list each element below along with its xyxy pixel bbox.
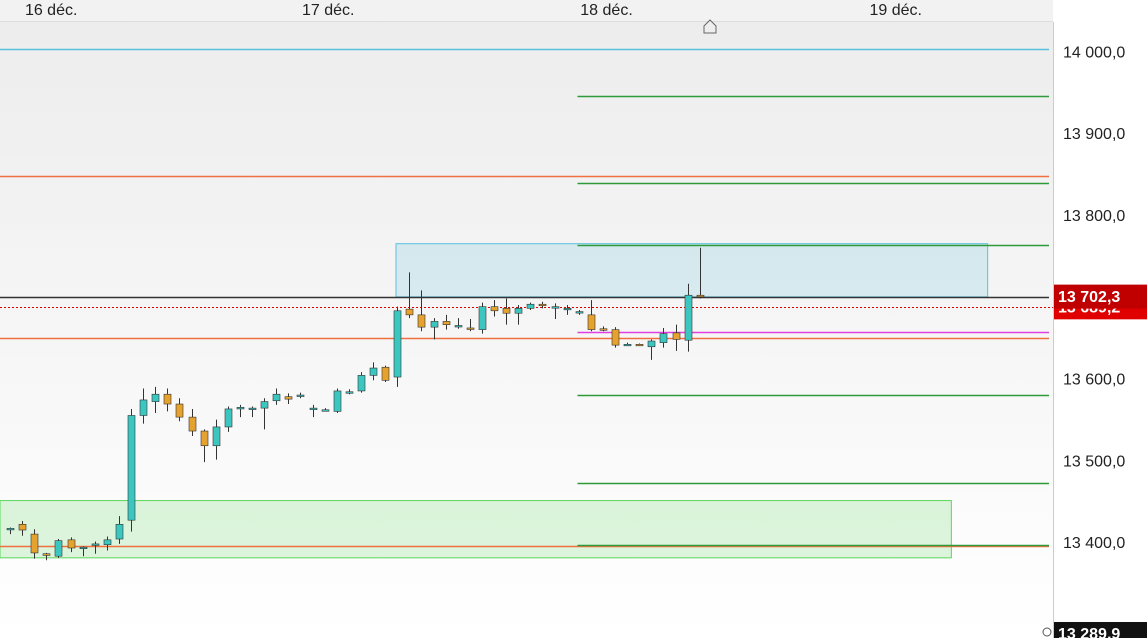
zone xyxy=(395,243,989,298)
candle-body xyxy=(466,327,475,330)
candle-body xyxy=(175,403,184,418)
y-tick-label: 13 500,0 xyxy=(1063,453,1125,470)
zone xyxy=(0,500,952,559)
candle-body xyxy=(514,308,523,314)
candle-body xyxy=(200,430,209,447)
y-tick-label: 13 800,0 xyxy=(1063,208,1125,225)
candle-body xyxy=(188,416,197,432)
candle-body xyxy=(659,333,668,343)
candle-body xyxy=(599,328,608,331)
time-axis xyxy=(0,0,1053,22)
y-tick-label: 14 000,0 xyxy=(1063,44,1125,61)
candle-body xyxy=(454,325,463,328)
candle-body xyxy=(139,399,148,416)
candle-body xyxy=(284,396,293,400)
price-tag xyxy=(1054,621,1147,638)
settings-icon[interactable] xyxy=(1042,627,1052,637)
candle-body xyxy=(30,533,39,554)
candle-body xyxy=(296,394,305,397)
candle-body xyxy=(212,426,221,447)
candle-body xyxy=(345,391,354,394)
candle-body xyxy=(672,332,681,340)
candle-body xyxy=(91,543,100,546)
candle-body xyxy=(478,306,487,330)
candle-body xyxy=(417,314,426,328)
candle-body xyxy=(224,408,233,428)
candle-body xyxy=(42,553,51,556)
candle-body xyxy=(393,310,402,378)
price-tag-label: 13 702,3 xyxy=(1058,289,1120,306)
candle-body xyxy=(526,303,535,309)
candle-body xyxy=(18,523,27,531)
x-tick-label: 16 déc. xyxy=(25,2,77,19)
candle-body xyxy=(587,314,596,330)
x-tick-label: 18 déc. xyxy=(580,2,632,19)
candle-body xyxy=(163,393,172,405)
candle-body xyxy=(538,303,547,307)
candle-body xyxy=(623,344,632,347)
candle-body xyxy=(551,306,560,309)
candle-body xyxy=(79,546,88,549)
candle-body xyxy=(272,393,281,402)
candle-body xyxy=(151,393,160,402)
y-tick-label: 13 600,0 xyxy=(1063,372,1125,389)
candle-body xyxy=(442,321,451,325)
candle-body xyxy=(6,528,15,531)
candle-body xyxy=(563,308,572,311)
price-tag-label: 13 289,9 xyxy=(1058,626,1120,638)
candle-body xyxy=(430,321,439,328)
candle-body xyxy=(369,367,378,376)
x-tick-label: 19 déc. xyxy=(869,2,921,19)
price-tag xyxy=(1054,284,1147,309)
candle-body xyxy=(333,390,342,412)
candle-body xyxy=(260,401,269,409)
candle-body xyxy=(611,329,620,346)
candle-body xyxy=(381,366,390,381)
candle-body xyxy=(321,409,330,412)
candle-body xyxy=(684,294,693,341)
candle-body xyxy=(127,415,136,521)
plot-background xyxy=(0,0,1053,638)
candle-body xyxy=(575,311,584,314)
candle-body xyxy=(696,294,705,298)
candle-body xyxy=(309,407,318,410)
candle-body xyxy=(405,308,414,316)
x-tick-label: 17 déc. xyxy=(302,2,354,19)
candle-body xyxy=(490,306,499,312)
candle-body xyxy=(103,539,112,546)
candle-body xyxy=(248,407,257,410)
y-tick-label: 13 900,0 xyxy=(1063,126,1125,143)
candle-body xyxy=(635,344,644,347)
candle-body xyxy=(357,375,366,392)
candle-body xyxy=(236,407,245,410)
candle-body xyxy=(647,340,656,348)
candle-body xyxy=(54,540,63,557)
candle-body xyxy=(67,539,76,549)
y-tick-label: 13 400,0 xyxy=(1063,535,1125,552)
candle-body xyxy=(502,308,511,314)
scroll-icon[interactable] xyxy=(703,19,717,34)
candle-body xyxy=(115,523,124,540)
